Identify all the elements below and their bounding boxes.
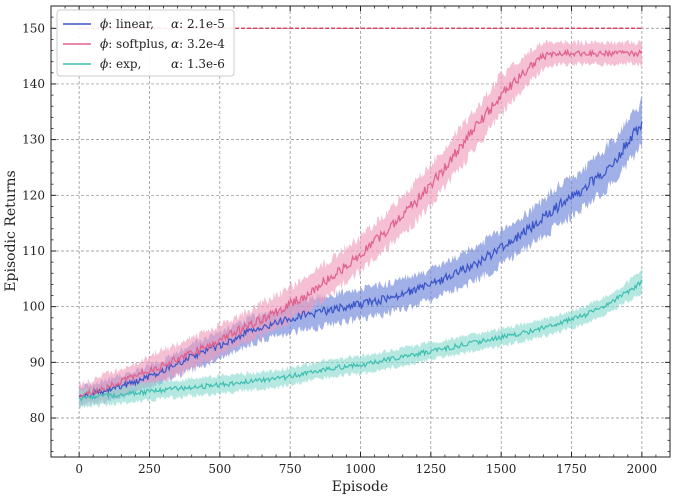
x-tick-label: 2000 (627, 462, 658, 476)
series-line-linear (78, 121, 643, 399)
x-tick-label: 250 (138, 462, 161, 476)
x-tick-label: 1250 (416, 462, 447, 476)
series-lines (78, 48, 643, 403)
series-line-softplus (78, 48, 643, 399)
x-tick-label: 1500 (486, 462, 517, 476)
series-line-exp (78, 279, 643, 403)
y-tick-label: 130 (22, 133, 45, 147)
y-tick-label: 80 (30, 411, 45, 425)
y-tick-label: 100 (22, 300, 45, 314)
legend: ϕ: linear, α: 2.1e-5ϕ: softplus, α: 3.2e-4… (56, 9, 235, 77)
y-tick-label: 90 (30, 355, 45, 369)
y-tick-label: 120 (22, 188, 45, 202)
legend-label-exp: ϕ: exp, (100, 57, 141, 71)
legend-box (56, 9, 235, 77)
x-tick-label: 0 (75, 462, 83, 476)
x-tick-label: 750 (279, 462, 302, 476)
legend-alpha-softplus: α: 3.2e-4 (171, 37, 225, 51)
legend-label-linear: ϕ: linear, (100, 17, 154, 31)
x-tick-label: 500 (208, 462, 231, 476)
series-band-softplus (79, 39, 642, 410)
y-axis-title: Episodic Returns (3, 170, 19, 291)
legend-label-softplus: ϕ: softplus, (100, 37, 168, 51)
x-tick-label: 1750 (556, 462, 587, 476)
legend-alpha-linear: α: 2.1e-5 (171, 17, 225, 31)
y-tick-label: 140 (22, 77, 45, 91)
y-tick-label: 110 (22, 244, 45, 258)
y-tick-label: 150 (22, 21, 45, 35)
x-axis-title: Episode (332, 479, 389, 495)
legend-alpha-exp: α: 1.3e-6 (171, 57, 225, 71)
ticks: 0 250 500 750 1000 1250 1500 1750 2000 80 90 100 110… (22, 5, 671, 476)
x-tick-label: 1000 (345, 462, 376, 476)
series-band-exp (79, 267, 642, 409)
